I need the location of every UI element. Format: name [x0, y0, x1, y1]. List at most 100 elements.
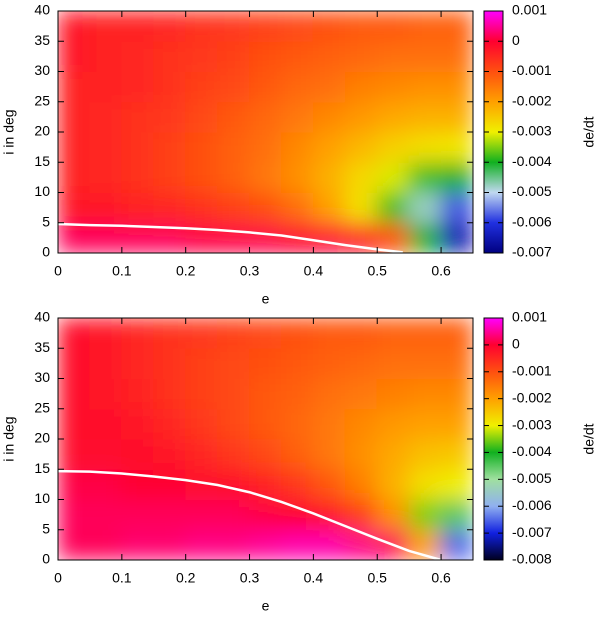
heatmap-cell [280, 11, 314, 42]
heatmap-cell [185, 131, 219, 163]
heatmap-cell [217, 161, 251, 193]
heatmap-cell [121, 378, 155, 410]
heatmap-cell [217, 408, 251, 440]
y-tick-label: 25 [34, 399, 50, 415]
heatmap-cell [376, 192, 410, 224]
heatmap-cell [249, 529, 282, 560]
heatmap-cell [440, 468, 473, 500]
heatmap-cell [312, 378, 346, 410]
colorbar-tick-label: 0.001 [512, 2, 547, 18]
heatmap-cell [344, 378, 378, 410]
y-tick-label: 15 [34, 153, 50, 169]
heatmap-cell [249, 378, 282, 410]
contour-line [58, 469, 442, 560]
heatmap-cell [280, 408, 314, 440]
heatmap-cell [58, 161, 91, 193]
x-axis-label: e [262, 598, 270, 614]
heatmap-cell [153, 468, 187, 500]
heatmap-cell [440, 192, 473, 224]
heatmap-cell [280, 438, 314, 470]
heatmap-cell [58, 408, 91, 440]
heatmap-cell [440, 131, 473, 163]
heatmap-cell [408, 347, 442, 379]
colorbar-tick-label: -0.005 [512, 470, 552, 486]
heatmap-cell [185, 192, 219, 224]
colorbar-tick-label: -0.003 [512, 123, 552, 139]
x-tick-label: 0.5 [367, 263, 387, 279]
heatmap-cell [408, 408, 442, 440]
heatmap-cell [153, 347, 187, 379]
x-tick-label: 0.5 [367, 570, 387, 586]
heatmap-cell [121, 438, 155, 470]
heatmap-cell [344, 529, 378, 560]
heatmap-cell [217, 192, 251, 224]
heatmap-cell [408, 11, 442, 42]
heatmap-cell [58, 11, 91, 42]
heatmap-cell [249, 71, 282, 103]
heatmap-cell [312, 529, 346, 560]
heatmap-cell [185, 71, 219, 103]
colorbar-tick-label: -0.007 [512, 244, 552, 260]
heatmap-cell [376, 378, 410, 410]
heatmap-cell [89, 378, 123, 410]
y-tick-label: 40 [34, 309, 50, 325]
heatmap-cell [376, 499, 410, 531]
heatmap-cell [440, 161, 473, 193]
heatmap-cell [249, 161, 282, 193]
heatmap-cell [249, 408, 282, 440]
heatmap-cell [440, 222, 473, 253]
heatmap-cell [153, 499, 187, 531]
heatmap-cell [121, 40, 155, 72]
colorbar-tick-label: 0 [512, 32, 520, 48]
heatmap-cell [217, 438, 251, 470]
heatmap-cell [58, 40, 91, 72]
heatmap-cell [312, 408, 346, 440]
colorbar-tick-label: -0.008 [512, 551, 552, 567]
colorbar-tick-label: -0.007 [512, 524, 552, 540]
heatmap-cell [249, 40, 282, 72]
x-tick-label: 0.3 [240, 570, 260, 586]
x-tick-label: 0.1 [112, 570, 132, 586]
y-tick-label: 10 [34, 183, 50, 199]
heatmap-cell [58, 499, 91, 531]
y-tick-label: 0 [42, 244, 50, 260]
heatmap-cell [58, 222, 91, 253]
heatmap-cell [217, 318, 251, 349]
heatmap-cell [312, 438, 346, 470]
heatmap-cell [217, 378, 251, 410]
heatmap-cell [312, 468, 346, 500]
heatmap-cell [408, 438, 442, 470]
heatmap-cell [121, 318, 155, 349]
heatmap-cell [408, 40, 442, 72]
heatmap-cells [58, 11, 473, 253]
heatmap-cell [185, 318, 219, 349]
heatmap-cell [185, 347, 219, 379]
heatmap-cell [312, 40, 346, 72]
x-tick-label: 0.6 [431, 263, 451, 279]
x-tick-label: 0 [54, 570, 62, 586]
heatmap-cell [376, 438, 410, 470]
heatmap-cell [376, 71, 410, 103]
heatmap-cell [312, 347, 346, 379]
heatmap-cell [440, 378, 473, 410]
colorbar-tick-label: -0.005 [512, 183, 552, 199]
heatmap-cell [121, 347, 155, 379]
heatmap-cell [217, 40, 251, 72]
heatmap-cell [185, 408, 219, 440]
heatmap-cell [440, 71, 473, 103]
heatmap-cell [344, 192, 378, 224]
colorbar-tick-label: 0.001 [512, 309, 547, 325]
heatmap-cell [440, 318, 473, 349]
y-axis-label: i in deg [1, 109, 17, 154]
heatmap-cell [153, 11, 187, 42]
heatmap-cell [121, 161, 155, 193]
heatmap-cell [440, 347, 473, 379]
heatmap-cell [280, 131, 314, 163]
heatmap-cell [376, 468, 410, 500]
colorbar-tick-label: -0.002 [512, 389, 552, 405]
heatmap-cell [344, 11, 378, 42]
heatmap-cell [217, 11, 251, 42]
colorbar-tick-label: -0.006 [512, 213, 552, 229]
heatmap-cell [89, 11, 123, 42]
heatmap-cell [153, 131, 187, 163]
